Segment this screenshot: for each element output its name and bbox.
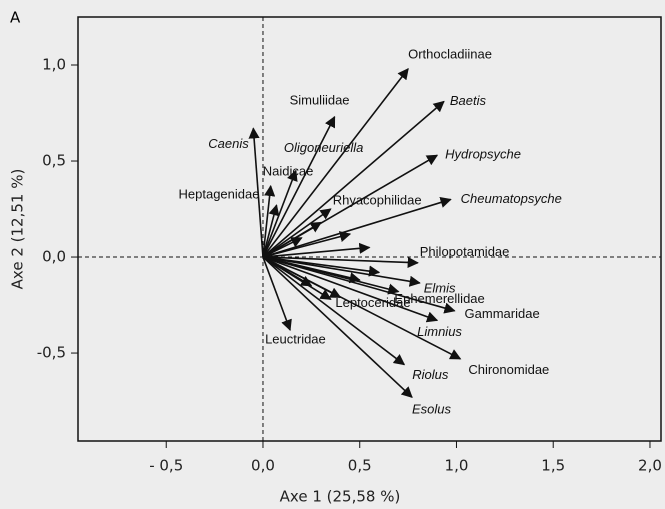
arrow (262, 204, 280, 258)
arrow-label: Orthocladiinae (408, 46, 492, 61)
arrow-label: Heptagenidae (179, 187, 260, 202)
arrow (262, 237, 303, 258)
arrow-label: Cheumatopsyche (461, 191, 562, 206)
arrow (262, 256, 419, 269)
arrow (262, 256, 381, 277)
arrow-label: Chironomidae (468, 362, 549, 377)
y-tick-label: 0,5 (42, 152, 66, 170)
arrow (262, 256, 361, 284)
plot-frame (77, 16, 662, 442)
arrow (262, 67, 409, 258)
arrow (262, 256, 332, 300)
arrow-label: Oligoneuriella (284, 140, 364, 155)
arrow (262, 256, 292, 332)
y-tick-label: -0,5 (37, 344, 66, 362)
arrow-label: Rhyacophilidae (333, 192, 422, 207)
arrow-label: Gammaridae (465, 306, 540, 321)
arrow-label: Philopotamidae (420, 244, 510, 259)
x-tick-label: 0,5 (348, 457, 372, 475)
arrow (262, 169, 298, 258)
arrow (262, 231, 352, 258)
arrow (262, 256, 413, 398)
arrow-label: Naidicae (263, 163, 314, 178)
arrow-label: Limnius (417, 324, 462, 339)
x-tick-label: 2,0 (638, 457, 662, 475)
arrow (262, 242, 371, 258)
arrow-label: Hydropsyche (445, 147, 521, 162)
arrow (262, 115, 336, 258)
x-tick-label: 1,5 (541, 457, 565, 475)
x-tick-label: 1,0 (445, 457, 469, 475)
y-tick-label: 0,0 (42, 248, 66, 266)
arrow (262, 208, 332, 258)
arrow-label: Leuctridae (265, 331, 326, 346)
arrow (248, 127, 264, 258)
x-axis-title: Axe 1 (25,58 %) (280, 488, 401, 506)
arrow (262, 256, 421, 287)
arrow-label: Leptoceridae (335, 295, 410, 310)
arrow (262, 197, 452, 258)
arrow (262, 184, 276, 258)
arrow-label: Esolus (412, 402, 452, 417)
arrow-label: Simuliidae (290, 92, 350, 107)
arrow-label: Riolus (412, 367, 449, 382)
arrow (262, 100, 445, 258)
y-axis-title: Axe 2 (12,51 %) (9, 169, 27, 290)
arrow-label: Ephemerellidae (394, 291, 484, 306)
x-tick-label: - 0,5 (149, 457, 183, 475)
panel-label: A (10, 9, 21, 27)
y-tick-label: 1,0 (42, 56, 66, 74)
arrow-label: Caenis (208, 136, 249, 151)
arrow-label: Elmis (424, 280, 456, 295)
arrow-label: Baetis (450, 93, 487, 108)
arrow (262, 256, 456, 314)
arrow (262, 256, 439, 323)
x-tick-label: 0,0 (251, 457, 275, 475)
arrow (262, 256, 406, 366)
